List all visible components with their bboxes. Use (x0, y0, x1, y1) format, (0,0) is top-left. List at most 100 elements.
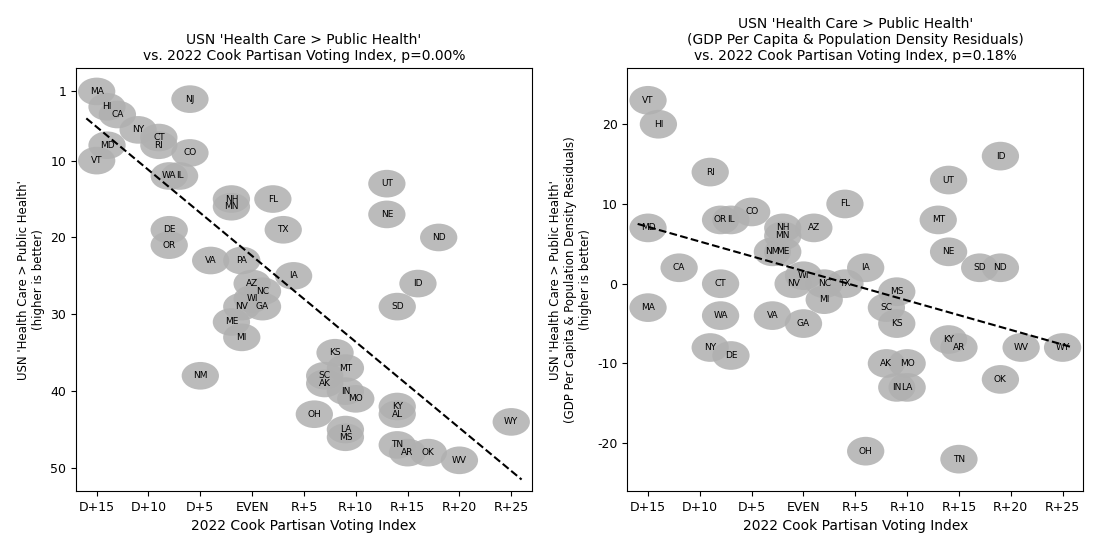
Text: NM: NM (766, 248, 780, 256)
Text: WA: WA (713, 311, 728, 320)
Text: DE: DE (163, 226, 176, 234)
Y-axis label: USN 'Health Care > Public Health'
(higher is better): USN 'Health Care > Public Health' (highe… (16, 180, 45, 380)
Text: NV: NV (235, 302, 249, 311)
Circle shape (629, 293, 667, 322)
Text: VA: VA (767, 311, 778, 320)
Circle shape (1002, 333, 1040, 362)
Circle shape (493, 408, 530, 436)
Circle shape (733, 197, 770, 226)
Circle shape (78, 78, 116, 105)
X-axis label: 2022 Cook Partisan Voting Index: 2022 Cook Partisan Voting Index (742, 519, 968, 534)
Text: WY: WY (1056, 343, 1069, 352)
Text: ND: ND (432, 233, 446, 242)
Text: IA: IA (861, 263, 870, 272)
Circle shape (378, 431, 416, 459)
Text: AR: AR (953, 343, 965, 352)
Circle shape (254, 185, 292, 213)
Circle shape (265, 216, 301, 244)
Circle shape (327, 416, 364, 443)
Text: MN: MN (776, 232, 790, 240)
Circle shape (212, 308, 250, 336)
Circle shape (244, 293, 282, 321)
Text: IL: IL (176, 172, 184, 180)
Circle shape (702, 301, 739, 330)
Text: TN: TN (392, 441, 404, 449)
Text: VT: VT (91, 156, 102, 165)
Text: KS: KS (891, 319, 903, 328)
Text: MO: MO (900, 359, 914, 368)
Text: LA: LA (901, 383, 913, 392)
Text: CO: CO (184, 148, 197, 157)
Text: HI: HI (653, 120, 663, 129)
Circle shape (378, 393, 416, 420)
Circle shape (140, 131, 177, 159)
Text: RI: RI (706, 168, 715, 177)
Text: NE: NE (381, 210, 393, 219)
Circle shape (692, 333, 729, 362)
Circle shape (889, 349, 926, 378)
Text: MN: MN (224, 202, 239, 211)
Text: GA: GA (256, 302, 270, 311)
Circle shape (930, 238, 967, 266)
Y-axis label: USN 'Health Care > Public Health'
(GDP Per Capita & Population Density Residuals: USN 'Health Care > Public Health' (GDP P… (549, 136, 592, 423)
Text: MD: MD (100, 141, 114, 150)
Text: MA: MA (641, 303, 654, 312)
Circle shape (774, 270, 812, 298)
Circle shape (172, 85, 209, 113)
Text: TX: TX (277, 226, 289, 234)
Circle shape (982, 365, 1019, 394)
Circle shape (212, 193, 250, 221)
Circle shape (805, 270, 843, 298)
Text: IN: IN (341, 387, 350, 395)
Circle shape (784, 309, 822, 338)
Circle shape (192, 247, 229, 274)
Circle shape (337, 385, 374, 412)
Text: ND: ND (993, 263, 1008, 272)
Circle shape (151, 232, 188, 259)
Circle shape (327, 424, 364, 451)
Text: UT: UT (943, 175, 955, 185)
Circle shape (441, 447, 478, 474)
Title: USN 'Health Care > Public Health'
vs. 2022 Cook Partisan Voting Index, p=0.00%: USN 'Health Care > Public Health' vs. 20… (143, 33, 465, 63)
Circle shape (826, 270, 864, 298)
Text: RI: RI (154, 141, 163, 150)
Text: ID: ID (414, 279, 422, 288)
Circle shape (140, 124, 177, 151)
Circle shape (878, 373, 915, 402)
Text: MD: MD (640, 223, 656, 233)
Text: WV: WV (452, 456, 466, 465)
Circle shape (982, 254, 1019, 282)
Text: TN: TN (953, 455, 965, 464)
Circle shape (317, 339, 354, 366)
Text: CT: CT (153, 133, 165, 142)
Circle shape (940, 333, 978, 362)
Text: HI: HI (102, 102, 112, 111)
Circle shape (368, 170, 406, 197)
X-axis label: 2022 Cook Partisan Voting Index: 2022 Cook Partisan Voting Index (191, 519, 417, 534)
Text: IN: IN (892, 383, 902, 392)
Text: AK: AK (880, 359, 892, 368)
Circle shape (764, 213, 802, 242)
Circle shape (713, 341, 749, 370)
Circle shape (151, 216, 188, 244)
Circle shape (327, 377, 364, 405)
Text: MS: MS (339, 433, 352, 442)
Text: NV: NV (786, 279, 800, 288)
Circle shape (88, 131, 125, 159)
Text: UT: UT (381, 179, 393, 188)
Circle shape (233, 270, 271, 298)
Circle shape (764, 222, 802, 250)
Circle shape (389, 439, 427, 466)
Circle shape (702, 206, 739, 234)
Text: ME: ME (224, 317, 238, 327)
Title: USN 'Health Care > Public Health'
(GDP Per Capita & Population Density Residuals: USN 'Health Care > Public Health' (GDP P… (686, 16, 1024, 63)
Text: CA: CA (111, 110, 123, 119)
Circle shape (223, 293, 261, 321)
Circle shape (764, 238, 802, 266)
Circle shape (409, 439, 447, 466)
Circle shape (151, 162, 188, 190)
Circle shape (223, 247, 261, 274)
Text: OK: OK (994, 375, 1006, 384)
Circle shape (212, 185, 250, 213)
Text: LA: LA (340, 425, 351, 434)
